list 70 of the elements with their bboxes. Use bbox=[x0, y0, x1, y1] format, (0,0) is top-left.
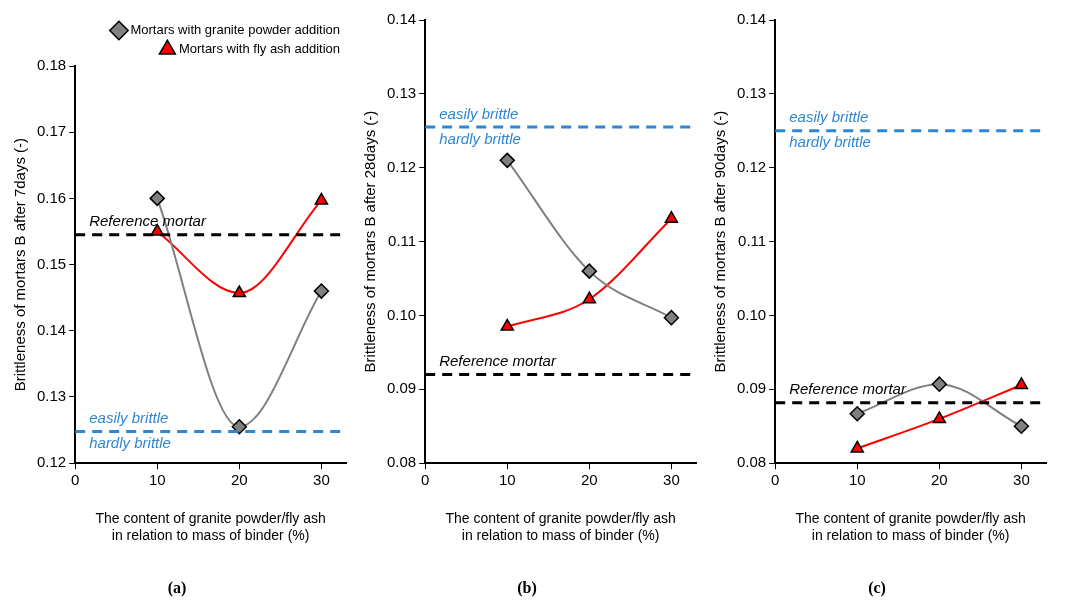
point bbox=[582, 291, 597, 304]
y-tick-label: 0.11 bbox=[388, 231, 417, 249]
point bbox=[313, 283, 330, 299]
y-tick-label: 0.08 bbox=[736, 453, 767, 471]
point bbox=[581, 263, 598, 279]
x-tick-label: 20 bbox=[230, 471, 248, 489]
annotation: hardly brittle bbox=[439, 129, 521, 147]
x-tick-label: 0 bbox=[71, 471, 80, 489]
y-tick-label: 0.13 bbox=[736, 84, 767, 102]
x-tick-label: 0 bbox=[771, 471, 780, 489]
y-tick-label: 0.16 bbox=[36, 188, 67, 206]
y-tick-label: 0.08 bbox=[386, 453, 417, 471]
y-tick-label: 0.18 bbox=[36, 56, 67, 74]
point bbox=[932, 411, 947, 424]
point bbox=[500, 318, 515, 331]
ref-line-label: easily brittle bbox=[439, 104, 519, 122]
x-tick-label: 10 bbox=[498, 471, 516, 489]
legend-label: Mortars with granite powder addition bbox=[130, 22, 341, 38]
y-tick-label: 0.12 bbox=[36, 453, 67, 471]
point bbox=[314, 192, 329, 205]
x-tick-label: 10 bbox=[848, 471, 866, 489]
y-axis-title: Brittleness of mortars B after 28days (-) bbox=[361, 110, 379, 373]
point bbox=[931, 376, 948, 392]
y-tick-label: 0.10 bbox=[736, 305, 767, 323]
text: (c) bbox=[868, 578, 886, 597]
x-tick-label: 30 bbox=[1013, 471, 1030, 489]
point bbox=[499, 152, 516, 169]
y-tick-label: 0.14 bbox=[736, 10, 767, 28]
y-tick-label: 0.14 bbox=[386, 10, 417, 28]
x-tick-label: 30 bbox=[663, 471, 680, 489]
x-tick-label: 30 bbox=[313, 471, 330, 489]
y-axis-title: Brittleness of mortars B after 7days (-) bbox=[11, 137, 29, 392]
annotation: hardly brittle bbox=[789, 133, 871, 151]
ref-line-label: Reference mortar bbox=[439, 352, 557, 370]
x-tick-label: 20 bbox=[580, 471, 598, 489]
text: (a) bbox=[167, 578, 187, 597]
x-axis-title: The content of granite powder/fly ash in relation to mass of binder (%) bbox=[795, 510, 1026, 544]
x-tick-label: 10 bbox=[148, 471, 166, 489]
point bbox=[850, 440, 865, 453]
y-tick-label: 0.17 bbox=[36, 122, 67, 140]
ref-line-label: easily brittle bbox=[789, 108, 869, 126]
point bbox=[149, 190, 166, 207]
y-tick-label: 0.10 bbox=[386, 305, 417, 323]
point bbox=[663, 309, 680, 326]
y-tick-label: 0.12 bbox=[386, 157, 417, 175]
y-tick-label: 0.13 bbox=[386, 84, 417, 102]
annotation: hardly brittle bbox=[89, 434, 171, 452]
x-axis-title: The content of granite powder/fly ash in relation to mass of binder (%) bbox=[95, 510, 326, 544]
ref-line-label: easily brittle bbox=[89, 409, 169, 427]
point bbox=[231, 419, 248, 435]
y-axis-title: Brittleness of mortars B after 90days (-) bbox=[711, 110, 729, 373]
text: (b) bbox=[517, 578, 537, 597]
point bbox=[232, 285, 247, 298]
x-tick-label: 20 bbox=[930, 471, 948, 489]
y-tick-label: 0.09 bbox=[386, 379, 417, 397]
y-tick-label: 0.12 bbox=[736, 157, 767, 175]
y-tick-label: 0.09 bbox=[736, 379, 767, 397]
point bbox=[664, 210, 679, 223]
ref-line-label: Reference mortar bbox=[89, 212, 207, 230]
legend-label: Mortars with fly ash addition bbox=[178, 41, 340, 57]
point bbox=[1013, 418, 1030, 435]
y-tick-label: 0.14 bbox=[36, 320, 67, 338]
y-tick-label: 0.15 bbox=[36, 254, 67, 272]
x-tick-label: 0 bbox=[421, 471, 430, 489]
ref-line-label: Reference mortar bbox=[789, 380, 907, 398]
point bbox=[1014, 377, 1029, 390]
y-tick-label: 0.11 bbox=[738, 231, 767, 249]
y-tick-label: 0.13 bbox=[36, 387, 67, 405]
point bbox=[849, 405, 866, 422]
x-axis-title: The content of granite powder/fly ash in relation to mass of binder (%) bbox=[445, 510, 676, 544]
